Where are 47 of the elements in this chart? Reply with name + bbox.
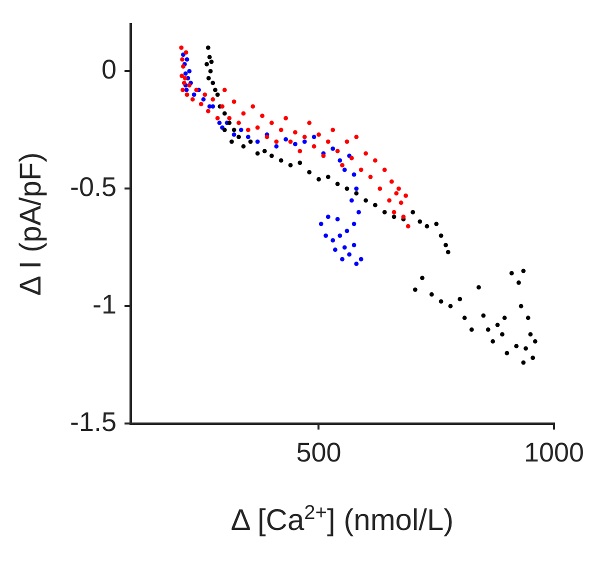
point	[302, 139, 307, 144]
point	[201, 97, 206, 102]
point	[284, 137, 288, 142]
point	[340, 256, 344, 262]
x-axis-title: Δ [Ca$^{2+}$] (nmol/L)	[230, 502, 454, 538]
point	[232, 132, 236, 137]
point	[238, 128, 244, 132]
point	[342, 245, 347, 250]
point	[210, 104, 216, 109]
point	[358, 256, 364, 262]
point	[318, 222, 324, 226]
point	[347, 252, 352, 257]
point	[183, 71, 188, 76]
point	[349, 198, 354, 203]
point	[352, 242, 356, 248]
point	[217, 120, 222, 126]
point	[274, 144, 279, 149]
y-tick-label: -1	[92, 290, 117, 320]
point	[352, 222, 356, 226]
point	[338, 233, 342, 238]
y-tick-label: -0.5	[70, 172, 117, 202]
point	[246, 134, 250, 140]
point	[293, 142, 298, 146]
point	[184, 57, 190, 62]
x-tick-label: 500	[296, 437, 342, 468]
point	[312, 134, 316, 140]
point	[338, 158, 342, 163]
point	[255, 139, 260, 144]
point	[352, 172, 356, 177]
point	[324, 233, 328, 238]
x-tick-label: 1000	[524, 437, 584, 468]
point	[344, 228, 350, 234]
point	[192, 92, 196, 97]
point	[326, 214, 330, 220]
point	[356, 210, 361, 214]
point	[354, 262, 359, 266]
point	[333, 248, 338, 252]
y-axis-title: Δ I (pA/pF)	[14, 152, 48, 296]
y-tick-label: 0	[101, 54, 117, 85]
point	[342, 168, 347, 172]
point	[181, 52, 186, 57]
point	[187, 68, 192, 74]
point	[330, 238, 336, 243]
point	[335, 217, 340, 222]
point	[330, 146, 336, 151]
point	[354, 186, 359, 191]
y-tick-label: -1.5	[70, 407, 117, 438]
